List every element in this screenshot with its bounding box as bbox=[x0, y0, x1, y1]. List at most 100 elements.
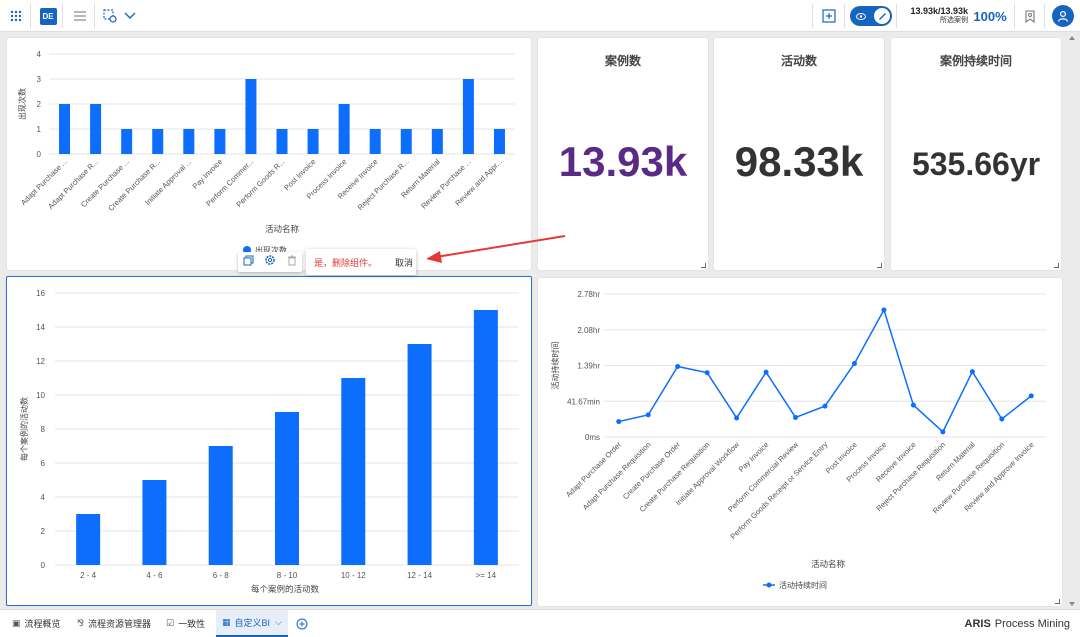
filter-settings-icon[interactable] bbox=[100, 0, 120, 32]
apps-grid-icon[interactable] bbox=[6, 0, 26, 32]
data-point bbox=[675, 364, 681, 370]
x-tick-label: >= 14 bbox=[476, 571, 497, 580]
menu-icon[interactable] bbox=[70, 0, 90, 32]
data-point bbox=[763, 369, 769, 375]
bar bbox=[121, 129, 133, 154]
y-tick-label: 1 bbox=[37, 125, 42, 134]
bar bbox=[183, 129, 195, 154]
resize-handle-icon[interactable] bbox=[701, 263, 706, 268]
scrollbar[interactable] bbox=[1068, 36, 1076, 606]
chevron-down-icon[interactable] bbox=[122, 0, 138, 32]
tab-process-explorer[interactable]: ⅋ 流程资源管理器 bbox=[77, 618, 152, 629]
view-edit-toggle[interactable] bbox=[850, 0, 892, 32]
x-axis-label: 每个案例的活动数 bbox=[251, 584, 320, 594]
resize-handle-icon[interactable] bbox=[1054, 263, 1059, 268]
eye-icon bbox=[854, 9, 868, 23]
bar bbox=[462, 79, 474, 154]
x-tick-label: 12 - 14 bbox=[407, 571, 432, 580]
resize-handle-icon[interactable] bbox=[1055, 599, 1060, 604]
chevron-down-icon[interactable]: ⌵ bbox=[275, 617, 282, 627]
activity-duration-line-chart: 0ms 41.67min 1.39hr 2.08hr 2.78hr Adapt Purch… bbox=[550, 290, 1046, 590]
image-icon: ▣ bbox=[12, 618, 21, 628]
y-axis-label: 每个案例的活动数 bbox=[19, 397, 29, 461]
bar bbox=[275, 412, 299, 565]
bar bbox=[407, 344, 432, 565]
legend-marker bbox=[766, 582, 772, 588]
tab-conformance[interactable]: ☑ 一致性 bbox=[166, 618, 206, 629]
x-tick-label: 8 - 10 bbox=[277, 571, 298, 580]
y-tick-label: 4 bbox=[37, 50, 42, 59]
user-icon bbox=[1052, 5, 1074, 27]
y-tick-label: 10 bbox=[36, 391, 45, 400]
bottom-tab-bar: ▣ 流程概览 ⅋ 流程资源管理器 ☑ 一致性 ▦ 自定义BI ⌵ ARIS Pr… bbox=[0, 609, 1080, 637]
kpi-title: 活动数 bbox=[780, 54, 817, 68]
occurrence-chart-panel[interactable]: 0 1 2 3 4 Adapt Purchase ... Adapt Purchase R.… bbox=[7, 38, 531, 270]
x-tick-label: Create Purchase Order bbox=[621, 440, 683, 502]
delete-confirm-popup: 是，删除组件。 取消 bbox=[306, 249, 416, 275]
y-tick-label: 0ms bbox=[585, 433, 600, 442]
y-tick-label: 2 bbox=[41, 527, 46, 536]
data-point bbox=[940, 429, 946, 435]
data-point bbox=[793, 414, 799, 420]
confirm-delete-button[interactable]: 是，删除组件。 bbox=[314, 257, 378, 268]
kpi-case-duration-panel[interactable]: 案例持续时间 535.66yr bbox=[891, 38, 1061, 270]
bar bbox=[431, 129, 443, 154]
data-point bbox=[851, 360, 857, 366]
y-tick-label: 3 bbox=[37, 75, 42, 84]
tab-process-overview[interactable]: ▣ 流程概览 bbox=[12, 618, 61, 629]
bar bbox=[338, 104, 350, 154]
activity-duration-panel[interactable]: 0ms 41.67min 1.39hr 2.08hr 2.78hr Adapt Purch… bbox=[538, 278, 1062, 606]
resize-handle-icon[interactable] bbox=[877, 263, 882, 268]
activities-per-case-bar-chart: 0 2 4 6 8 10 12 14 16 2 - 4 4 - 6 6 - 8 8 - 10 10 - 1… bbox=[19, 289, 519, 594]
y-tick-label: 6 bbox=[41, 459, 46, 468]
conformance-icon: ☑ bbox=[166, 618, 175, 628]
y-tick-label: 14 bbox=[36, 323, 45, 332]
data-point bbox=[1028, 393, 1034, 399]
bar bbox=[208, 446, 233, 565]
gear-icon[interactable] bbox=[264, 253, 276, 271]
data-point bbox=[969, 369, 975, 375]
x-tick-label: Create Purchase R... bbox=[106, 157, 162, 213]
add-widget-icon[interactable] bbox=[818, 0, 840, 32]
kpi-activity-count-panel[interactable]: 活动数 98.33k bbox=[714, 38, 884, 270]
kpi-value: 13.93k bbox=[558, 138, 688, 185]
activities-per-case-panel[interactable]: 0 2 4 6 8 10 12 14 16 2 - 4 4 - 6 6 - 8 8 - 10 10 - 1… bbox=[6, 276, 532, 606]
data-point bbox=[734, 415, 740, 421]
y-axis-label: 出现次数 bbox=[17, 88, 27, 120]
data-point bbox=[645, 412, 651, 418]
de-badge[interactable]: DE bbox=[38, 0, 58, 32]
x-tick-label: 2 - 4 bbox=[80, 571, 97, 580]
selected-percent: 100% bbox=[973, 8, 1007, 24]
y-tick-label: 2.08hr bbox=[577, 326, 600, 335]
dashboard-icon: ▦ bbox=[222, 617, 231, 627]
kpi-value: 535.66yr bbox=[911, 146, 1041, 182]
bar bbox=[142, 480, 167, 565]
y-tick-label: 0 bbox=[37, 150, 42, 159]
x-tick-label: 4 - 6 bbox=[146, 571, 163, 580]
legend-label: 出现次数 bbox=[255, 245, 287, 255]
bar bbox=[245, 79, 257, 154]
trash-icon[interactable] bbox=[287, 253, 297, 271]
y-axis-label: 活动持续时间 bbox=[550, 342, 560, 390]
widget-toolbar bbox=[238, 252, 302, 272]
kpi-title: 案例数 bbox=[604, 54, 641, 68]
y-tick-label: 1.39hr bbox=[577, 362, 600, 371]
bar bbox=[493, 129, 505, 154]
bar bbox=[276, 129, 288, 154]
y-tick-label: 12 bbox=[36, 357, 45, 366]
kpi-case-count-panel[interactable]: 案例数 13.93k bbox=[538, 38, 708, 270]
bar bbox=[152, 129, 164, 154]
bar bbox=[400, 129, 412, 154]
y-tick-label: 2 bbox=[37, 100, 42, 109]
cancel-button[interactable]: 取消 bbox=[395, 257, 414, 268]
data-point bbox=[881, 307, 887, 313]
tab-custom-bi[interactable]: ▦ 自定义BI ⌵ bbox=[216, 610, 288, 637]
user-profile-button[interactable] bbox=[1051, 0, 1075, 32]
flow-icon: ⅋ bbox=[77, 618, 85, 628]
add-tab-button[interactable] bbox=[296, 610, 308, 637]
x-axis-label: 活动名称 bbox=[265, 224, 300, 234]
bar bbox=[59, 104, 71, 154]
bookmark-icon[interactable] bbox=[1020, 0, 1040, 32]
y-tick-label: 4 bbox=[41, 493, 46, 502]
copy-icon[interactable] bbox=[243, 253, 254, 271]
